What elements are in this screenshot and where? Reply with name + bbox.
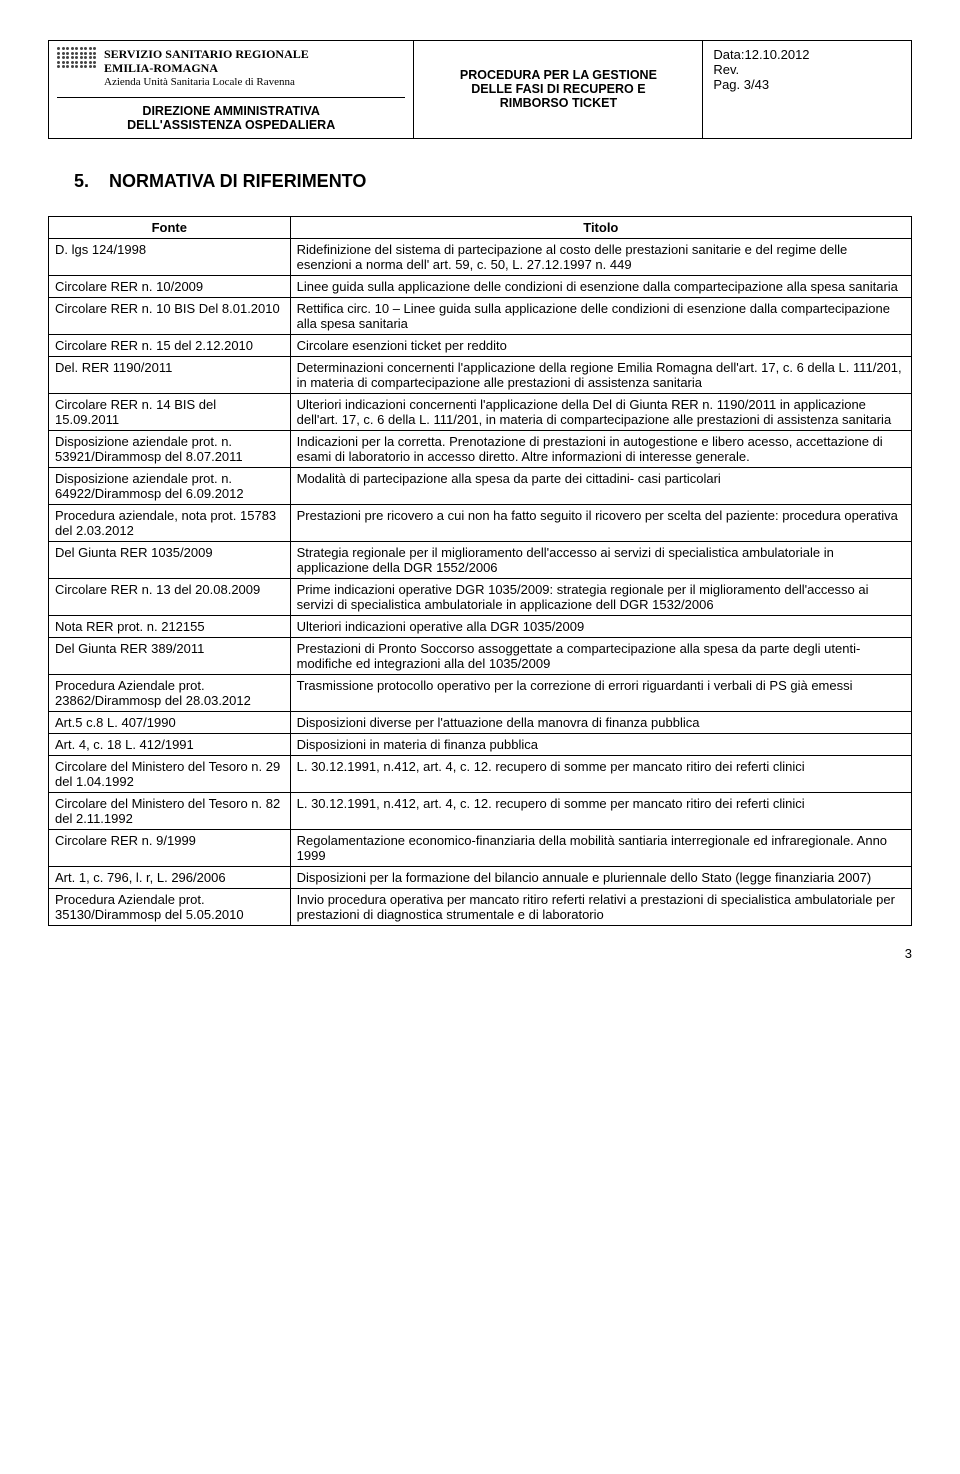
cell-fonte: Circolare RER n. 15 del 2.12.2010 <box>49 334 291 356</box>
doc-rev: Rev. <box>713 62 901 77</box>
cell-fonte: Circolare RER n. 14 BIS del 15.09.2011 <box>49 393 291 430</box>
table-row: Circolare RER n. 13 del 20.08.2009Prime … <box>49 578 912 615</box>
table-row: Circolare del Ministero del Tesoro n. 29… <box>49 755 912 792</box>
document-header: SERVIZIO SANITARIO REGIONALE EMILIA-ROMA… <box>48 40 912 139</box>
org-brand-text: SERVIZIO SANITARIO REGIONALE EMILIA-ROMA… <box>104 47 309 89</box>
cell-fonte: Art. 1, c. 796, l. r, L. 296/2006 <box>49 866 291 888</box>
org-logo-block: SERVIZIO SANITARIO REGIONALE EMILIA-ROMA… <box>57 47 405 89</box>
table-row: Procedura aziendale, nota prot. 15783 de… <box>49 504 912 541</box>
table-row: Circolare RER n. 9/1999Regolamentazione … <box>49 829 912 866</box>
cell-titolo: Disposizioni diverse per l'attuazione de… <box>290 711 911 733</box>
cell-titolo: Circolare esenzioni ticket per reddito <box>290 334 911 356</box>
header-left-cell: SERVIZIO SANITARIO REGIONALE EMILIA-ROMA… <box>49 41 414 138</box>
cell-fonte: Circolare RER n. 13 del 20.08.2009 <box>49 578 291 615</box>
cell-titolo: Ridefinizione del sistema di partecipazi… <box>290 238 911 275</box>
cell-fonte: Procedura Aziendale prot. 23862/Dirammos… <box>49 674 291 711</box>
cell-fonte: Circolare del Ministero del Tesoro n. 29… <box>49 755 291 792</box>
table-row: Art.5 c.8 L. 407/1990Disposizioni divers… <box>49 711 912 733</box>
table-row: Circolare RER n. 10/2009Linee guida sull… <box>49 275 912 297</box>
doc-date: Data:12.10.2012 <box>713 47 901 62</box>
cell-fonte: D. lgs 124/1998 <box>49 238 291 275</box>
section-number: 5. <box>74 171 89 191</box>
cell-titolo: Determinazioni concernenti l'applicazion… <box>290 356 911 393</box>
cell-titolo: Trasmissione protocollo operativo per la… <box>290 674 911 711</box>
cell-titolo: L. 30.12.1991, n.412, art. 4, c. 12. rec… <box>290 792 911 829</box>
cell-fonte: Del. RER 1190/2011 <box>49 356 291 393</box>
cell-titolo: Disposizioni in materia di finanza pubbl… <box>290 733 911 755</box>
table-row: Disposizione aziendale prot. n. 53921/Di… <box>49 430 912 467</box>
table-row: Del Giunta RER 389/2011Prestazioni di Pr… <box>49 637 912 674</box>
cell-titolo: Prime indicazioni operative DGR 1035/200… <box>290 578 911 615</box>
cell-titolo: Linee guida sulla applicazione delle con… <box>290 275 911 297</box>
table-row: Del Giunta RER 1035/2009Strategia region… <box>49 541 912 578</box>
table-row: Circolare del Ministero del Tesoro n. 82… <box>49 792 912 829</box>
table-row: Disposizione aziendale prot. n. 64922/Di… <box>49 467 912 504</box>
table-row: Procedura Aziendale prot. 35130/Dirammos… <box>49 888 912 925</box>
col-titolo: Titolo <box>290 216 911 238</box>
cell-fonte: Del Giunta RER 1035/2009 <box>49 541 291 578</box>
cell-titolo: Strategia regionale per il miglioramento… <box>290 541 911 578</box>
table-row: Art. 1, c. 796, l. r, L. 296/2006Disposi… <box>49 866 912 888</box>
brand-line2: EMILIA-ROMAGNA <box>104 61 309 75</box>
table-row: D. lgs 124/1998Ridefinizione del sistema… <box>49 238 912 275</box>
brand-line3: Azienda Unità Sanitaria Locale di Ravenn… <box>104 76 309 89</box>
table-row: Del. RER 1190/2011Determinazioni concern… <box>49 356 912 393</box>
cell-fonte: Procedura Aziendale prot. 35130/Dirammos… <box>49 888 291 925</box>
dept-line1: DIREZIONE AMMINISTRATIVA <box>142 104 320 118</box>
cell-fonte: Disposizione aziendale prot. n. 64922/Di… <box>49 467 291 504</box>
cell-titolo: Regolamentazione economico-finanziaria d… <box>290 829 911 866</box>
table-row: Nota RER prot. n. 212155Ulteriori indica… <box>49 615 912 637</box>
table-row: Circolare RER n. 15 del 2.12.2010Circola… <box>49 334 912 356</box>
table-row: Procedura Aziendale prot. 23862/Dirammos… <box>49 674 912 711</box>
brand-line1: SERVIZIO SANITARIO REGIONALE <box>104 47 309 61</box>
cell-titolo: Ulteriori indicazioni concernenti l'appl… <box>290 393 911 430</box>
header-title-cell: PROCEDURA PER LA GESTIONE DELLE FASI DI … <box>414 41 703 138</box>
cell-fonte: Circolare RER n. 10 BIS Del 8.01.2010 <box>49 297 291 334</box>
org-logo-icon <box>57 47 96 68</box>
table-row: Circolare RER n. 14 BIS del 15.09.2011Ul… <box>49 393 912 430</box>
department-name: DIREZIONE AMMINISTRATIVA DELL'ASSISTENZA… <box>57 97 405 132</box>
table-row: Circolare RER n. 10 BIS Del 8.01.2010Ret… <box>49 297 912 334</box>
doc-title-line2: DELLE FASI DI RECUPERO E <box>471 82 645 96</box>
header-meta-cell: Data:12.10.2012 Rev. Pag. 3/43 <box>703 41 911 138</box>
cell-titolo: Ulteriori indicazioni operative alla DGR… <box>290 615 911 637</box>
reference-table: Fonte Titolo D. lgs 124/1998Ridefinizion… <box>48 216 912 926</box>
cell-fonte: Art.5 c.8 L. 407/1990 <box>49 711 291 733</box>
cell-fonte: Nota RER prot. n. 212155 <box>49 615 291 637</box>
cell-titolo: L. 30.12.1991, n.412, art. 4, c. 12. rec… <box>290 755 911 792</box>
cell-titolo: Prestazioni pre ricovero a cui non ha fa… <box>290 504 911 541</box>
cell-titolo: Indicazioni per la corretta. Prenotazion… <box>290 430 911 467</box>
dept-line2: DELL'ASSISTENZA OSPEDALIERA <box>127 118 335 132</box>
cell-fonte: Circolare RER n. 9/1999 <box>49 829 291 866</box>
cell-fonte: Procedura aziendale, nota prot. 15783 de… <box>49 504 291 541</box>
cell-fonte: Art. 4, c. 18 L. 412/1991 <box>49 733 291 755</box>
table-row: Art. 4, c. 18 L. 412/1991Disposizioni in… <box>49 733 912 755</box>
doc-title-line1: PROCEDURA PER LA GESTIONE <box>460 68 657 82</box>
cell-titolo: Prestazioni di Pronto Soccorso assoggett… <box>290 637 911 674</box>
section-title-text: NORMATIVA DI RIFERIMENTO <box>109 171 366 191</box>
cell-titolo: Invio procedura operativa per mancato ri… <box>290 888 911 925</box>
cell-fonte: Circolare del Ministero del Tesoro n. 82… <box>49 792 291 829</box>
page-number: 3 <box>48 946 912 961</box>
table-header-row: Fonte Titolo <box>49 216 912 238</box>
section-heading: 5. NORMATIVA DI RIFERIMENTO <box>74 171 912 192</box>
cell-fonte: Del Giunta RER 389/2011 <box>49 637 291 674</box>
col-fonte: Fonte <box>49 216 291 238</box>
cell-fonte: Circolare RER n. 10/2009 <box>49 275 291 297</box>
cell-titolo: Modalità di partecipazione alla spesa da… <box>290 467 911 504</box>
doc-page: Pag. 3/43 <box>713 77 901 92</box>
cell-titolo: Rettifica circ. 10 – Linee guida sulla a… <box>290 297 911 334</box>
cell-fonte: Disposizione aziendale prot. n. 53921/Di… <box>49 430 291 467</box>
doc-title-line3: RIMBORSO TICKET <box>500 96 617 110</box>
cell-titolo: Disposizioni per la formazione del bilan… <box>290 866 911 888</box>
